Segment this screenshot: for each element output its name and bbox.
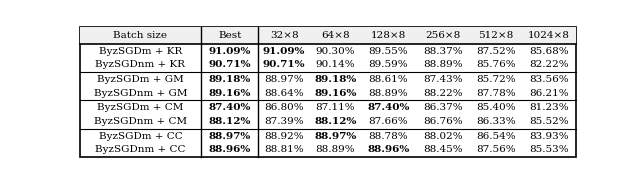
Text: 88.81%: 88.81%: [264, 145, 304, 154]
Text: 512×8: 512×8: [478, 31, 513, 40]
Text: ByzSGDm + KR: ByzSGDm + KR: [99, 47, 182, 56]
Text: 88.02%: 88.02%: [423, 132, 463, 141]
Text: 88.12%: 88.12%: [314, 117, 356, 126]
Text: 86.76%: 86.76%: [423, 117, 463, 126]
Text: Best: Best: [218, 31, 241, 40]
Text: ByzSGDnm + CM: ByzSGDnm + CM: [94, 117, 187, 126]
Text: 85.53%: 85.53%: [529, 145, 568, 154]
Text: 89.59%: 89.59%: [369, 60, 408, 69]
Text: 88.45%: 88.45%: [423, 145, 463, 154]
Text: 90.71%: 90.71%: [263, 60, 305, 69]
Text: 87.52%: 87.52%: [476, 47, 516, 56]
Text: 88.97%: 88.97%: [264, 75, 304, 84]
Text: 32×8: 32×8: [270, 31, 298, 40]
Text: ByzSGDm + CM: ByzSGDm + CM: [97, 103, 184, 112]
Text: 88.12%: 88.12%: [209, 117, 251, 126]
Text: 85.68%: 85.68%: [529, 47, 568, 56]
Text: ByzSGDnm + KR: ByzSGDnm + KR: [95, 60, 186, 69]
Text: 64×8: 64×8: [321, 31, 350, 40]
Text: 88.96%: 88.96%: [209, 145, 251, 154]
Text: 88.89%: 88.89%: [316, 145, 355, 154]
Text: 81.23%: 81.23%: [529, 103, 568, 112]
Text: 87.56%: 87.56%: [476, 145, 516, 154]
Text: ByzSGDnm + CC: ByzSGDnm + CC: [95, 145, 186, 154]
Text: 88.22%: 88.22%: [423, 89, 463, 97]
Text: ByzSGDm + GM: ByzSGDm + GM: [97, 75, 184, 84]
Text: 88.61%: 88.61%: [369, 75, 408, 84]
Text: 88.89%: 88.89%: [423, 60, 463, 69]
Text: 90.14%: 90.14%: [316, 60, 355, 69]
Text: 87.40%: 87.40%: [209, 103, 251, 112]
Text: 128×8: 128×8: [371, 31, 406, 40]
Text: 86.80%: 86.80%: [264, 103, 304, 112]
Text: 86.37%: 86.37%: [423, 103, 463, 112]
Text: 85.40%: 85.40%: [476, 103, 516, 112]
Text: 82.22%: 82.22%: [529, 60, 568, 69]
Text: 85.72%: 85.72%: [476, 75, 516, 84]
Text: 1024×8: 1024×8: [528, 31, 570, 40]
Text: 88.97%: 88.97%: [314, 132, 356, 141]
Text: 256×8: 256×8: [426, 31, 461, 40]
Text: 88.37%: 88.37%: [423, 47, 463, 56]
Text: 90.71%: 90.71%: [209, 60, 251, 69]
Text: 89.18%: 89.18%: [314, 75, 356, 84]
Text: Batch size: Batch size: [113, 31, 168, 40]
Text: ByzSGDm + CC: ByzSGDm + CC: [99, 132, 182, 141]
Text: 91.09%: 91.09%: [263, 47, 305, 56]
Text: 86.54%: 86.54%: [476, 132, 516, 141]
Text: 87.40%: 87.40%: [367, 103, 410, 112]
Text: 87.11%: 87.11%: [316, 103, 355, 112]
Text: 86.33%: 86.33%: [476, 117, 516, 126]
Text: 83.93%: 83.93%: [529, 132, 568, 141]
Text: 88.64%: 88.64%: [264, 89, 304, 97]
Text: 89.55%: 89.55%: [369, 47, 408, 56]
Text: ByzSGDnm + GM: ByzSGDnm + GM: [93, 89, 188, 97]
Text: 88.96%: 88.96%: [367, 145, 410, 154]
Text: 89.18%: 89.18%: [209, 75, 251, 84]
Text: 88.92%: 88.92%: [264, 132, 304, 141]
Text: 87.66%: 87.66%: [369, 117, 408, 126]
Text: 88.89%: 88.89%: [369, 89, 408, 97]
Text: 88.97%: 88.97%: [209, 132, 251, 141]
Text: 85.76%: 85.76%: [476, 60, 516, 69]
Text: 87.78%: 87.78%: [476, 89, 516, 97]
Text: 83.56%: 83.56%: [529, 75, 568, 84]
Bar: [80, 27, 576, 157]
Text: 87.43%: 87.43%: [423, 75, 463, 84]
Text: 85.52%: 85.52%: [529, 117, 568, 126]
Text: 88.78%: 88.78%: [369, 132, 408, 141]
Text: 86.21%: 86.21%: [529, 89, 568, 97]
Text: 91.09%: 91.09%: [209, 47, 251, 56]
Bar: [80, 27, 576, 44]
Text: 89.16%: 89.16%: [314, 89, 356, 97]
Text: 90.30%: 90.30%: [316, 47, 355, 56]
Text: 87.39%: 87.39%: [264, 117, 304, 126]
Text: 89.16%: 89.16%: [209, 89, 251, 97]
